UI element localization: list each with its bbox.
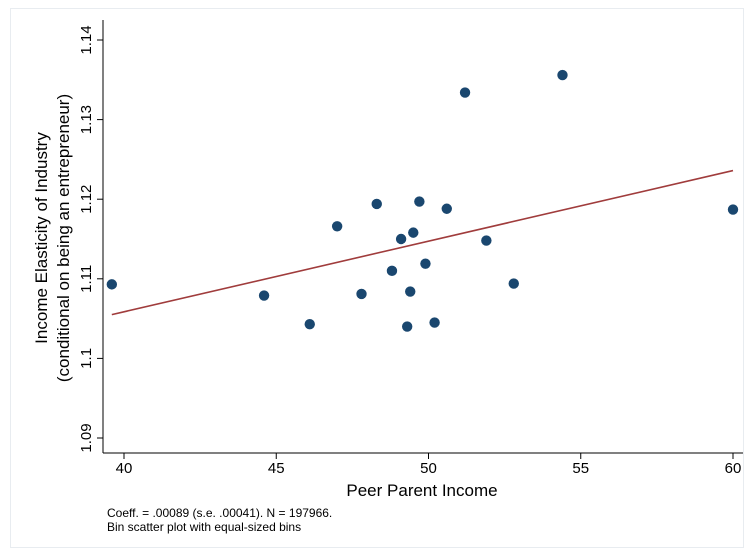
fit-line <box>111 169 734 316</box>
y-tick-label: 1.09 <box>78 423 95 452</box>
x-tick-label: 40 <box>116 460 133 477</box>
data-point <box>441 203 452 214</box>
x-tick-label: 55 <box>572 460 589 477</box>
y-tick-label: 1.12 <box>78 185 95 214</box>
data-point <box>727 204 739 215</box>
data-point <box>557 69 568 81</box>
y-axis-label-line2: (conditional on being an entrepreneur) <box>54 94 73 382</box>
data-point <box>414 196 425 207</box>
x-axis-label: Peer Parent Income <box>346 481 497 500</box>
y-tick-label: 1.11 <box>78 265 95 293</box>
data-point <box>395 233 407 245</box>
ticks: 40 45 50 55 60 1.09 1.1 1.11 1.12 1.13 1.14 <box>78 25 741 477</box>
data-point <box>408 227 419 238</box>
data-point <box>405 286 416 297</box>
data-point <box>356 288 367 300</box>
bin-scatter-note: Bin scatter plot with equal-sized bins <box>107 520 302 534</box>
data-point <box>401 321 413 332</box>
chart-frame <box>10 8 744 548</box>
data-point <box>331 221 343 232</box>
coefficient-note: Coeff. = .00089 (s.e. .00041). N = 19796… <box>107 506 333 520</box>
data-point <box>258 290 270 301</box>
x-tick-label: 50 <box>420 460 437 477</box>
axes <box>102 20 743 454</box>
data-point <box>371 198 382 210</box>
x-tick-label: 45 <box>268 460 285 477</box>
data-point <box>481 235 492 246</box>
y-tick-label: 1.14 <box>78 25 95 54</box>
data-point <box>420 258 431 269</box>
data-point <box>429 317 440 328</box>
y-tick-label: 1.13 <box>78 105 95 134</box>
data-point <box>386 265 398 277</box>
data-point <box>304 318 315 330</box>
data-point <box>508 278 519 289</box>
points-group <box>106 69 739 332</box>
data-point <box>459 87 471 98</box>
data-point <box>106 279 118 290</box>
x-tick-label: 60 <box>725 460 742 477</box>
fit-line-group <box>111 169 734 316</box>
y-tick-label: 1.1 <box>78 348 95 369</box>
y-axis-label-line1: Income Elasticity of Industry <box>32 132 51 344</box>
